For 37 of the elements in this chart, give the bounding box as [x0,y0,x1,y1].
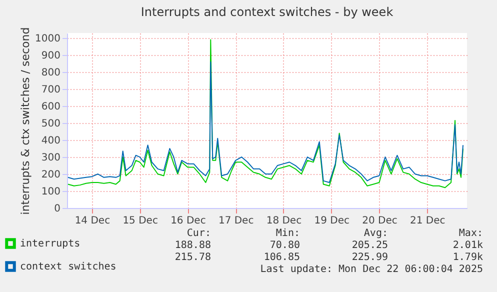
legend-label: interrupts [20,238,80,250]
y-tick-label: 300 [41,152,60,164]
x-tick-label: 20 Dec [362,216,398,226]
text: 225.99 [352,252,388,263]
x-tick-label: 14 Dec [74,216,110,226]
y-tick-label: 800 [41,68,60,79]
legend-label: context switches [20,262,116,272]
text: 70.80 [270,240,300,251]
x-tick-label: 17 Dec [218,216,254,226]
text: 106.85 [264,252,300,263]
x-tick-label: 19 Dec [314,216,350,226]
text: Min: [276,228,300,239]
y-tick-label: 0 [54,204,60,214]
y-tick-label: 600 [41,102,60,113]
x-tick-label: 16 Dec [170,216,206,226]
x-tick-label: 21 Dec [410,216,446,226]
y-tick-label: 500 [41,118,60,130]
y-tick-label: 1000 [35,34,60,45]
x-tick-label: 18 Dec [266,216,302,226]
x-tick-label: 15 Dec [122,216,158,226]
text: Avg: [364,228,388,239]
y-tick-label: 100 [41,186,60,198]
text: 188.88 [174,240,211,251]
text: Last update: Mon Dec 22 06:00:04 2025 [260,264,483,275]
text: 215.78 [174,252,211,263]
text: Max: [458,228,483,239]
y-tick-label: 700 [41,84,60,96]
text: 1.79k [452,252,483,263]
text: 205.25 [352,240,388,251]
y-axis-title: interrupts & ctx switches / second [19,27,32,215]
y-tick-label: 400 [41,136,60,147]
y-tick-label: 200 [41,170,60,181]
chart-title: Interrupts and context switches - by week [140,4,394,19]
y-tick-label: 900 [41,50,60,62]
text: Cur: [186,228,211,239]
text: 2.01k [452,240,483,251]
line-series [68,61,464,184]
